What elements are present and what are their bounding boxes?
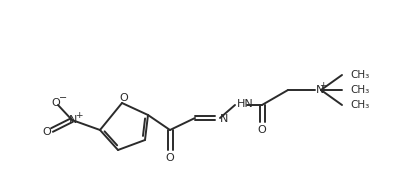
Text: CH₃: CH₃	[350, 100, 369, 110]
Text: N: N	[316, 85, 324, 95]
Text: O: O	[258, 125, 266, 135]
Text: CH₃: CH₃	[350, 85, 369, 95]
Text: O: O	[166, 153, 174, 163]
Text: +: +	[319, 82, 327, 90]
Text: CH₃: CH₃	[350, 70, 369, 80]
Text: −: −	[59, 93, 67, 103]
Text: N: N	[220, 114, 228, 124]
Text: +: +	[75, 112, 83, 120]
Text: N: N	[69, 115, 77, 125]
Text: O: O	[43, 127, 51, 137]
Text: O: O	[52, 98, 60, 108]
Text: HN: HN	[237, 99, 254, 109]
Text: O: O	[120, 93, 128, 103]
